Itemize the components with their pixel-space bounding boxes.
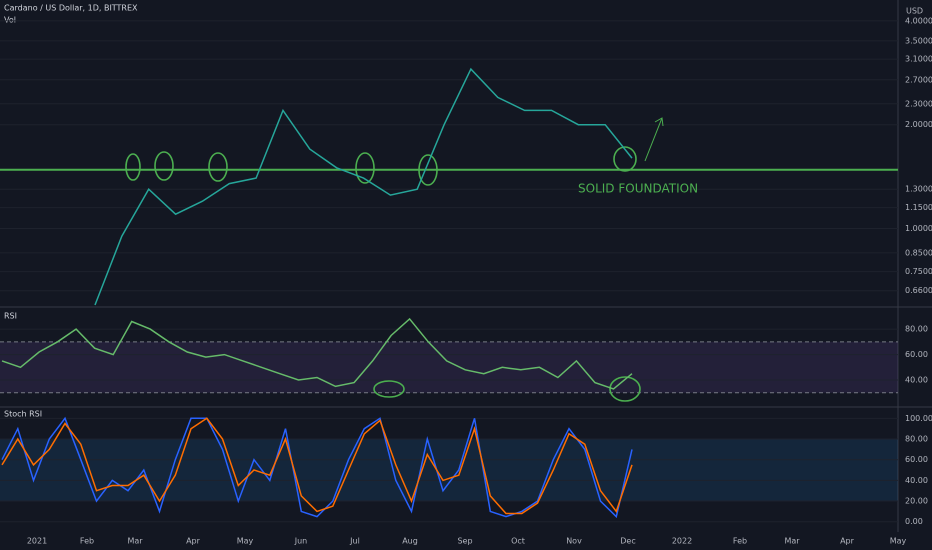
series-line (1, 417, 633, 515)
y-tick-label: 80.00 (905, 435, 928, 444)
symbol-title: Cardano / US Dollar, 1D, BITTREX (4, 4, 138, 13)
y-tick-label: 60.00 (905, 455, 928, 464)
annotation: SOLID FOUNDATION (578, 182, 698, 196)
series-line (94, 67, 633, 306)
x-tick-label: Jul (349, 537, 360, 546)
y-tick-label: 3.50000 (905, 36, 932, 45)
y-tick-label: 1.15000 (905, 203, 932, 212)
x-tick-label: May (237, 537, 254, 546)
arrow (644, 117, 664, 162)
x-tick-label: Mar (784, 537, 800, 546)
x-tick-label: Aug (402, 537, 418, 546)
y-tick-label: 0.85000 (905, 248, 932, 257)
y-tick-label: 1.30000 (905, 185, 932, 194)
x-tick-label: Oct (511, 537, 525, 546)
y-tick-label: 3.10000 (905, 55, 932, 64)
x-tick-label: Nov (566, 537, 582, 546)
y-tick-label: 2.70000 (905, 75, 932, 84)
y-tick-label: 100.00 (905, 414, 932, 423)
y-tick-label: 20.00 (905, 497, 928, 506)
circle-annotations (125, 146, 641, 402)
y-tick-label: 40.00 (905, 476, 928, 485)
y-tick-label: 0.00 (905, 517, 923, 526)
x-tick-label: 2022 (672, 537, 692, 546)
band (0, 341, 898, 393)
currency-label: USD (906, 7, 923, 16)
y-tick-label: 80.00 (905, 325, 928, 334)
y-tick-label: 2.30000 (905, 99, 932, 108)
series-line (1, 317, 633, 390)
volume-label: Vol (4, 16, 16, 25)
x-tick-label: Apr (186, 537, 201, 546)
y-tick-label: 40.00 (905, 376, 928, 385)
x-tick-label: May (890, 537, 907, 546)
y-tick-label: 4.00000 (905, 16, 932, 25)
x-tick-label: Apr (840, 537, 855, 546)
x-tick-label: Feb (733, 537, 747, 546)
y-tick-label: 1.00000 (905, 224, 932, 233)
y-tick-label: 60.00 (905, 350, 928, 359)
x-tick-label: Feb (80, 537, 94, 546)
y-tick-label: 2.00000 (905, 120, 932, 129)
x-tick-label: Sep (457, 537, 472, 546)
x-tick-label: Mar (127, 537, 143, 546)
band (0, 439, 898, 502)
x-tick-label: Jun (294, 537, 308, 546)
x-tick-label: Dec (620, 537, 635, 546)
x-tick-label: 2021 (27, 537, 47, 546)
stoch-label: Stoch RSI (4, 410, 42, 419)
rsi-label: RSI (4, 312, 17, 321)
